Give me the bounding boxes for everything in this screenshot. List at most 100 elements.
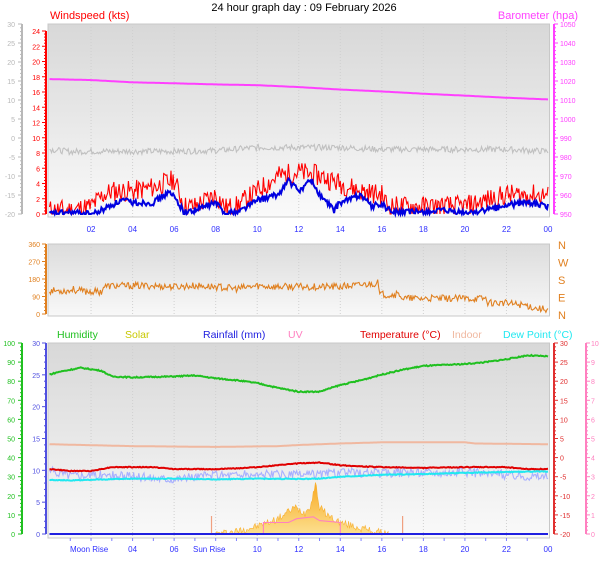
direction-degrees-tick-label: 270 <box>28 260 40 267</box>
dew-point-series <box>49 470 549 482</box>
humidity-tick-label: 0 <box>11 532 15 539</box>
temperature-tick-label: 10 <box>560 417 568 424</box>
temperature-tick-label: -20 <box>560 532 570 539</box>
uv-tick-label: 2 <box>591 494 595 501</box>
time-axis-label: 04 <box>128 545 137 554</box>
wind-gust-series <box>48 163 549 216</box>
temperature-tick-label: -15 <box>560 513 570 520</box>
humidity-tick-label: 80 <box>7 379 15 386</box>
temperature-tick-label: 0 <box>560 456 564 463</box>
time-axis-label: 08 <box>211 225 220 234</box>
uv-tick-label: 6 <box>591 417 595 424</box>
time-axis-label: 22 <box>502 545 511 554</box>
windspeed-tick-label: 2 <box>36 197 40 204</box>
time-axis-label: 22 <box>502 225 511 234</box>
windspeed-tick-label: 6 <box>36 166 40 173</box>
outer-left-tick-label: -20 <box>5 212 15 219</box>
legend-item: Solar <box>125 329 150 341</box>
compass-label: N <box>558 310 566 322</box>
time-axis-label: 06 <box>170 545 179 554</box>
barometer-series <box>49 78 548 101</box>
time-axis-label: 12 <box>294 545 303 554</box>
time-axis-label: 14 <box>336 225 345 234</box>
barometer-tick-label: 1020 <box>560 79 576 86</box>
outer-left-tick-label: -15 <box>5 193 15 200</box>
time-axis-label: 20 <box>460 545 469 554</box>
chart-title: 24 hour graph day : 09 February 2026 <box>211 2 396 14</box>
time-axis-label: 06 <box>170 225 179 234</box>
direction-degrees-tick-label: 90 <box>32 295 40 302</box>
uv-tick-label: 0 <box>591 532 595 539</box>
humidity-tick-label: 20 <box>7 494 15 501</box>
time-axis-label: 12 <box>294 225 303 234</box>
bottom-legend: Humidity Solar Rainfall (mm) UV Temperature … <box>57 329 573 341</box>
outer-left-tick-label: -5 <box>9 155 15 162</box>
uv-tick-label: 3 <box>591 475 595 482</box>
outer-left-tick-label: 15 <box>7 79 15 86</box>
humidity-tick-label: 100 <box>3 341 15 348</box>
windspeed-tick-label: 22 <box>32 44 40 51</box>
windspeed-axis-title: Windspeed (kts) <box>50 10 129 22</box>
pale-series-series <box>48 465 549 484</box>
rainfall-tick-label: 10 <box>32 468 40 475</box>
barometer-tick-label: 1000 <box>560 117 576 124</box>
temperature-tick-label: 15 <box>560 398 568 405</box>
windspeed-tick-label: 16 <box>32 90 40 97</box>
time-axis-label: 02 <box>87 225 96 234</box>
rainfall-tick-label: 0 <box>36 532 40 539</box>
barometer-tick-label: 980 <box>560 155 572 162</box>
outer-left-tick-label: 20 <box>7 60 15 67</box>
temperature-humidity-panel: 1009080706050403020100302520151050302520… <box>3 341 599 554</box>
time-axis-label: 00 <box>544 225 553 234</box>
rainfall-tick-label: 25 <box>32 373 40 380</box>
windspeed-tick-label: 4 <box>36 182 40 189</box>
humidity-tick-label: 90 <box>7 360 15 367</box>
windspeed-tick-label: 20 <box>32 60 40 67</box>
windspeed-tick-label: 10 <box>32 136 40 143</box>
legend-item: Indoor <box>452 329 482 341</box>
barometer-tick-label: 960 <box>560 193 572 200</box>
outer-left-tick-label: 0 <box>11 136 15 143</box>
barometer-tick-label: 1010 <box>560 98 576 105</box>
barometer-tick-label: 1030 <box>560 60 576 67</box>
outer-left-tick-label: -10 <box>5 174 15 181</box>
uv-tick-label: 4 <box>591 456 595 463</box>
time-axis-label: 18 <box>419 225 428 234</box>
windspeed-tick-label: 8 <box>36 151 40 158</box>
rainfall-tick-label: 30 <box>32 341 40 348</box>
time-axis-label: 16 <box>377 545 386 554</box>
solar-series <box>215 482 389 535</box>
uv-series <box>262 516 341 534</box>
sun-rise-label: Sun Rise <box>193 545 226 554</box>
temperature-tick-label: -5 <box>560 475 566 482</box>
barometer-tick-label: 1050 <box>560 22 576 29</box>
temperature-tick-label: 25 <box>560 360 568 367</box>
time-axis-label: 18 <box>419 545 428 554</box>
uv-tick-label: 5 <box>591 437 595 444</box>
uv-tick-label: 1 <box>591 513 595 520</box>
legend-item: Dew Point (°C) <box>503 329 573 341</box>
time-axis-label: 10 <box>253 545 262 554</box>
barometer-tick-label: 1040 <box>560 41 576 48</box>
windspeed-tick-label: 0 <box>36 212 40 219</box>
compass-label: N <box>558 240 566 252</box>
rainfall-tick-label: 15 <box>32 437 40 444</box>
time-axis-label: 10 <box>253 225 262 234</box>
time-axis-label: 00 <box>544 545 553 554</box>
uv-tick-label: 9 <box>591 360 595 367</box>
barometer-tick-label: 970 <box>560 174 572 181</box>
temperature-tick-label: 20 <box>560 379 568 386</box>
temperature-tick-label: 5 <box>560 437 564 444</box>
temperature-tick-label: -10 <box>560 494 570 501</box>
outer-left-tick-label: 30 <box>7 22 15 29</box>
outer-left-tick-label: 10 <box>7 98 15 105</box>
compass-label: W <box>558 258 569 270</box>
wind-barometer-panel: 302520151050-5-10-15-2024222018161412108… <box>5 22 576 234</box>
humidity-tick-label: 10 <box>7 513 15 520</box>
time-axis-label: 16 <box>377 225 386 234</box>
humidity-tick-label: 70 <box>7 398 15 405</box>
uv-tick-label: 7 <box>591 398 595 405</box>
direction-degrees-tick-label: 180 <box>28 277 40 284</box>
temperature-series <box>49 461 549 473</box>
